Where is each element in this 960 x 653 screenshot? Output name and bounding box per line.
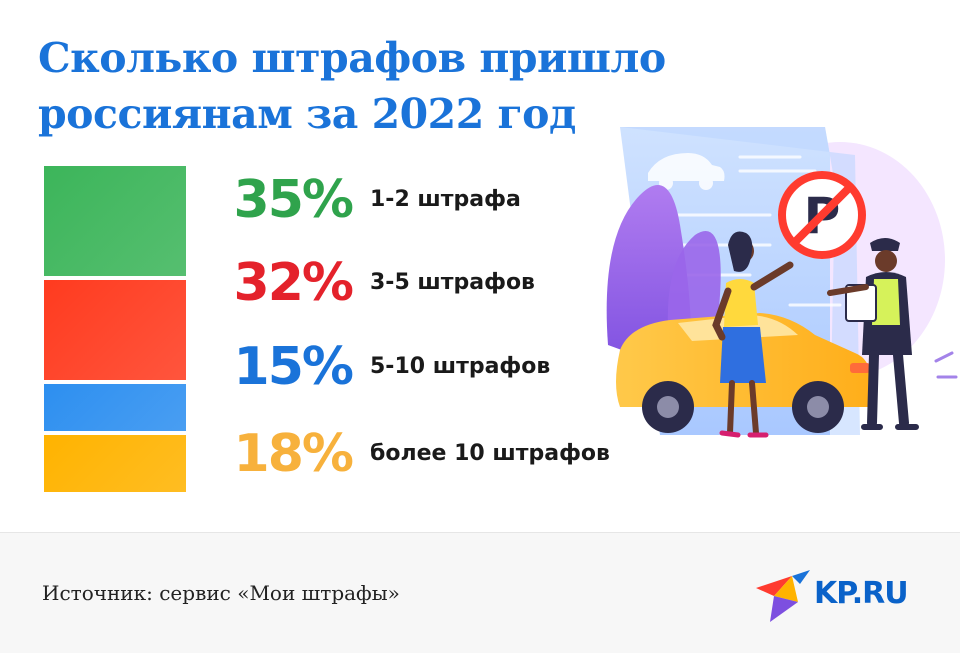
logo-text: KP.RU xyxy=(814,576,909,611)
traffic-fine-illustration: P xyxy=(606,127,958,438)
bar-segment-3 xyxy=(44,384,186,431)
stacked-bar xyxy=(44,166,186,492)
kp-logo: KP.RU xyxy=(752,562,942,626)
row-2: 32% 3-5 штрафов xyxy=(206,253,666,313)
chart-title: Сколько штрафов пришло россиянам за 2022… xyxy=(38,34,666,138)
bird-logo-icon xyxy=(756,570,810,622)
row-1: 35% 1-2 штрафа xyxy=(206,170,666,230)
category-label-4: более 10 штрафов xyxy=(370,441,610,466)
source-note: Источник: сервис «Мои штрафы» xyxy=(42,581,400,605)
value-label-2: 32% xyxy=(233,253,354,313)
value-label-3: 15% xyxy=(233,337,354,397)
value-label-4: 18% xyxy=(233,424,354,484)
bar-segment-2 xyxy=(44,280,186,380)
bar-segment-4 xyxy=(44,435,186,492)
value-label-1: 35% xyxy=(233,170,354,230)
category-label-1: 1-2 штрафа xyxy=(370,187,521,212)
footer-divider xyxy=(0,532,960,533)
category-label-2: 3-5 штрафов xyxy=(370,270,535,295)
row-4: 18% более 10 штрафов xyxy=(206,424,666,484)
row-3: 15% 5-10 штрафов xyxy=(206,337,666,397)
footer xyxy=(0,533,960,653)
category-label-3: 5-10 штрафов xyxy=(370,354,551,379)
bar-segment-1 xyxy=(44,166,186,276)
